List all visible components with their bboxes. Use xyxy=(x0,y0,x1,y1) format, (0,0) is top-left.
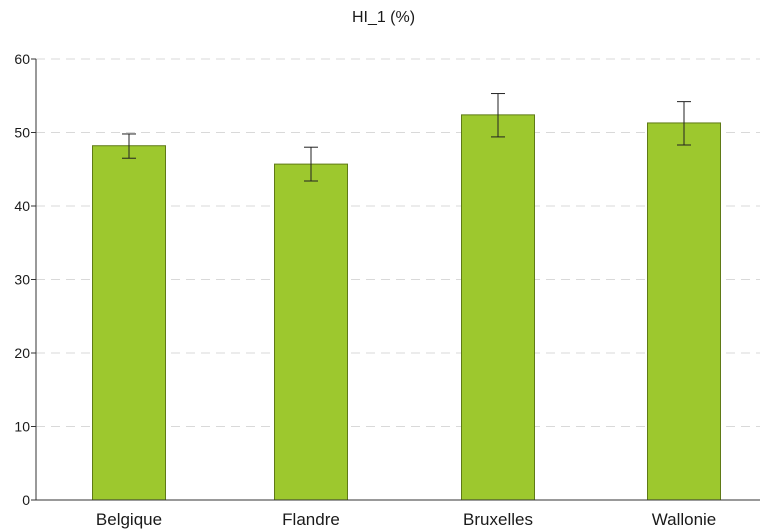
bar-flandre xyxy=(274,163,348,501)
y-tick-label: 30 xyxy=(14,272,30,288)
y-tick-label: 20 xyxy=(14,345,30,361)
error-bars xyxy=(122,93,691,182)
y-tick-label: 50 xyxy=(14,125,30,141)
y-tick-label: 0 xyxy=(22,492,30,508)
bars xyxy=(92,114,721,501)
gridlines xyxy=(36,58,760,427)
y-tick-label: 60 xyxy=(14,51,30,67)
bar-belgique xyxy=(92,145,166,501)
x-tick-label: Bruxelles xyxy=(463,510,533,529)
chart-title: HI_1 (%) xyxy=(351,9,416,26)
x-tick-label: Belgique xyxy=(96,510,162,529)
x-tick-label: Flandre xyxy=(282,510,340,529)
x-tick-label: Wallonie xyxy=(652,510,717,529)
y-tick-label: 40 xyxy=(14,198,30,214)
y-tick-label: 10 xyxy=(14,419,30,435)
bar-wallonie xyxy=(647,122,721,501)
tick-labels: 0 10 20 30 40 50 60 Belgique Flandre Bruxelles Wal… xyxy=(14,51,716,529)
bar-bruxelles xyxy=(461,114,535,501)
axes xyxy=(31,58,760,501)
